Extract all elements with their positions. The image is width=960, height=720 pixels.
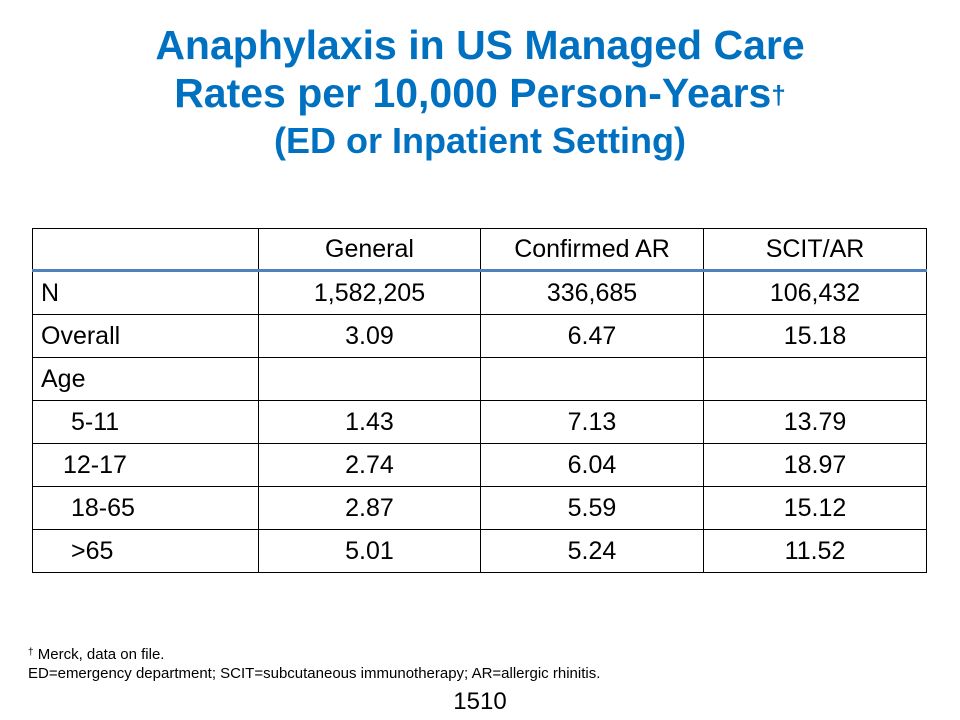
- table-row: 5-11 1.43 7.13 13.79: [32, 400, 927, 444]
- table-row: 18-65 2.87 5.59 15.12: [32, 486, 927, 530]
- table-cell: [480, 357, 704, 401]
- footnote-dagger: †: [28, 647, 34, 658]
- table-cell: [703, 357, 927, 401]
- row-label: 18-65: [32, 486, 259, 530]
- table-cell: 5.24: [480, 529, 704, 573]
- title-line-1: Anaphylaxis in US Managed Care: [155, 22, 805, 68]
- row-label: Age: [32, 357, 259, 401]
- header-general: General: [258, 228, 481, 272]
- table-cell: 5.01: [258, 529, 481, 573]
- table-cell: 5.59: [480, 486, 704, 530]
- table-cell: 13.79: [703, 400, 927, 444]
- table-cell: 1.43: [258, 400, 481, 444]
- rates-table: General Confirmed AR SCIT/AR N 1,582,205…: [32, 228, 927, 573]
- table-cell: 15.12: [703, 486, 927, 530]
- row-label: 5-11: [32, 400, 259, 444]
- table-cell: 6.47: [480, 314, 704, 358]
- title-line-3: (ED or Inpatient Setting): [274, 120, 686, 161]
- table-cell: 2.74: [258, 443, 481, 487]
- table-row: N 1,582,205 336,685 106,432: [32, 270, 927, 315]
- table-cell: [258, 357, 481, 401]
- table-cell: 106,432: [703, 270, 927, 315]
- table-row: >65 5.01 5.24 11.52: [32, 529, 927, 573]
- title-line-2: Rates per 10,000 Person-Years†: [0, 70, 960, 116]
- dagger-mark: †: [771, 80, 786, 110]
- footnote-source: † Merck, data on file.: [28, 646, 164, 664]
- table-cell: 18.97: [703, 443, 927, 487]
- footnote-source-text: Merck, data on file.: [33, 646, 165, 663]
- table-cell: 6.04: [480, 443, 704, 487]
- row-label: >65: [32, 529, 259, 573]
- table-cell: 2.87: [258, 486, 481, 530]
- footnote-abbreviations: ED=emergency department; SCIT=subcutaneo…: [28, 665, 601, 682]
- row-label: 12-17: [32, 443, 259, 487]
- header-confirmed-ar: Confirmed AR: [480, 228, 704, 272]
- table-row: Overall 3.09 6.47 15.18: [32, 314, 927, 358]
- table-row: Age: [32, 357, 927, 401]
- title-line-2-text: Rates per 10,000 Person-Years: [174, 70, 772, 116]
- table-cell: 7.13: [480, 400, 704, 444]
- header-scit-ar: SCIT/AR: [703, 228, 927, 272]
- row-label: Overall: [32, 314, 259, 358]
- table-row: 12-17 2.74 6.04 18.97: [32, 443, 927, 487]
- table-cell: 11.52: [703, 529, 927, 573]
- header-row: General Confirmed AR SCIT/AR: [32, 228, 927, 272]
- header-cell-empty: [32, 228, 259, 272]
- table-cell: 1,582,205: [258, 270, 481, 315]
- table-cell: 3.09: [258, 314, 481, 358]
- slide-number: 1510: [453, 688, 507, 715]
- table-cell: 336,685: [480, 270, 704, 315]
- table-cell: 15.18: [703, 314, 927, 358]
- row-label: N: [32, 270, 259, 315]
